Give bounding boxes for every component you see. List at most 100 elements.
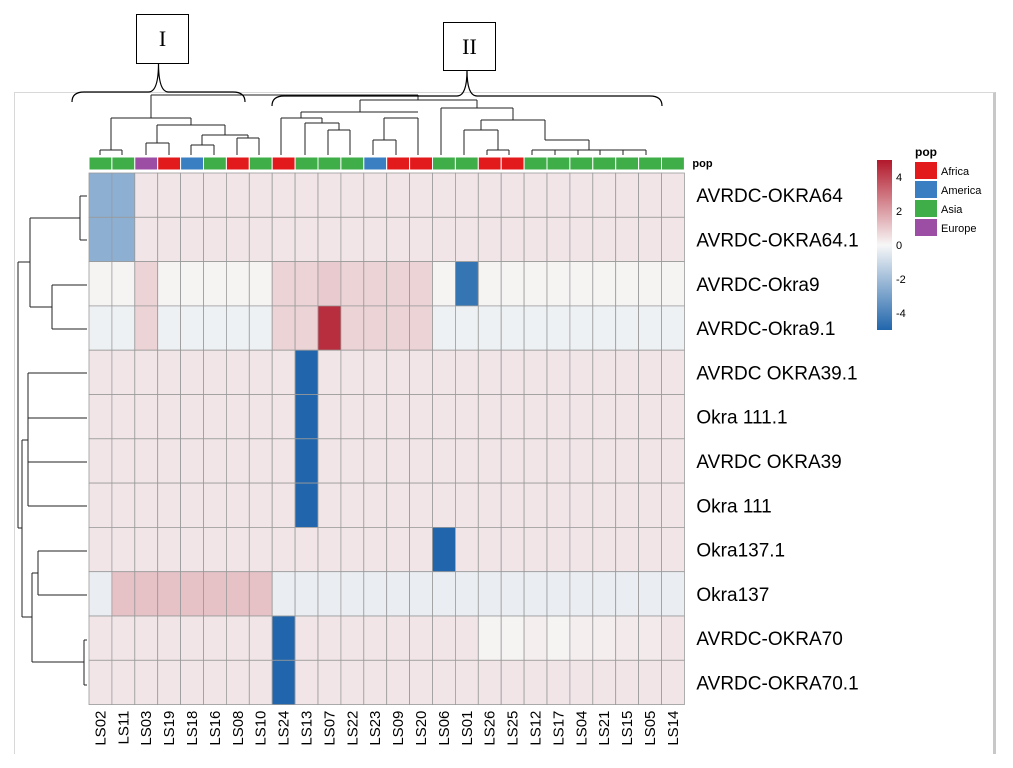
heatmap-cell [569,527,594,573]
heatmap-cell [500,305,525,351]
heatmap-cell [592,172,617,218]
heatmap-cell [661,394,685,440]
heatmap-cell [432,571,456,617]
heatmap-cell [409,216,433,263]
heatmap-cell [340,438,365,484]
heatmap-cell [386,615,411,661]
heatmap-cell [294,216,319,263]
pop-annotation-cell [271,156,296,171]
heatmap-cell [180,482,204,528]
heatmap-cell [88,571,113,617]
heatmap-cell [225,349,250,395]
heatmap-cell [546,261,571,307]
heatmap-cell [225,571,250,617]
row-label: AVRDC-OKRA64 [696,186,843,207]
legend-label: Asia [941,204,963,216]
heatmap-cell [248,261,273,307]
heatmap-cell [592,216,617,263]
heatmap-cell [271,615,296,661]
heatmap-cell [569,482,594,528]
heatmap-cell [569,659,594,705]
heatmap-cell [248,438,273,484]
heatmap-cell [477,172,502,218]
heatmap-cell [157,571,181,617]
heatmap-cell [157,438,181,484]
heatmap-cell [363,261,388,307]
heatmap-cell [111,659,136,705]
heatmap-cell [409,571,433,617]
heatmap-cell [615,394,640,440]
column-label: LS18 [184,711,201,746]
heatmap-cell [203,482,227,528]
heatmap-cell [225,305,250,351]
heatmap-cell [432,349,456,395]
heatmap-cell [500,394,525,440]
heatmap-cell [477,394,502,440]
heatmap-cell [454,527,479,573]
legend-label: America [941,185,982,197]
heatmap-cell [271,349,296,395]
pop-annotation-cell [134,156,159,171]
heatmap-cell [432,438,456,484]
heatmap-cell [386,571,411,617]
heatmap-cell [180,305,204,351]
heatmap-cell [546,172,571,218]
heatmap-cell [546,438,571,484]
heatmap-cell [111,482,136,528]
heatmap-cell [271,482,296,528]
pop-annotation-cell [569,156,594,171]
heatmap-cell [248,527,273,573]
heatmap-cell [271,261,296,307]
heatmap-cell [477,482,502,528]
pop-annotation-cell [340,156,365,171]
heatmap-cell [615,438,640,484]
heatmap-cell [340,172,365,218]
pop-annotation-cell [477,156,502,171]
heatmap-cell [294,305,319,351]
heatmap-cell [88,261,113,307]
pop-annotation-cell [592,156,617,171]
heatmap-cell [523,438,548,484]
row-label: AVRDC-OKRA70 [696,629,842,650]
heatmap-cell [523,172,548,218]
heatmap-cell [500,615,525,661]
pop-annotation-title: pop [692,158,712,170]
heatmap-cell [432,216,456,263]
heatmap-cell [111,216,136,263]
heatmap-cell [225,438,250,484]
heatmap-cell [134,615,159,661]
heatmap-cell [454,659,479,705]
heatmap-cell [317,349,342,395]
heatmap-cell [111,172,136,218]
heatmap-cell [157,349,181,395]
pop-annotation-cell [409,156,434,171]
heatmap-cell [638,527,662,573]
heatmap-cell [225,527,250,573]
heatmap-cell [523,527,548,573]
heatmap-cell [409,527,433,573]
heatmap-cell [294,438,319,484]
heatmap-cell [271,438,296,484]
heatmap-cell [592,438,617,484]
heatmap-cell [638,659,662,705]
heatmap-cell [203,394,227,440]
heatmap-cell [546,615,571,661]
colorbar-tick-label: 2 [896,206,902,218]
heatmap-cell [111,394,136,440]
heatmap-cell [317,527,342,573]
pop-annotation-cell [88,156,113,171]
heatmap-cell [271,527,296,573]
heatmap-cell [225,615,250,661]
column-label: LS04 [573,711,590,746]
heatmap-cell [409,659,433,705]
heatmap-cell [134,527,159,573]
heatmap-cell [386,527,411,573]
heatmap-cell [134,349,159,395]
column-label: LS14 [665,711,682,746]
heatmap-cell [203,571,227,617]
heatmap-cell [340,216,365,263]
heatmap-cell [546,394,571,440]
column-label: LS17 [550,711,567,746]
heatmap-cell [157,172,181,218]
heatmap-cell [340,261,365,307]
